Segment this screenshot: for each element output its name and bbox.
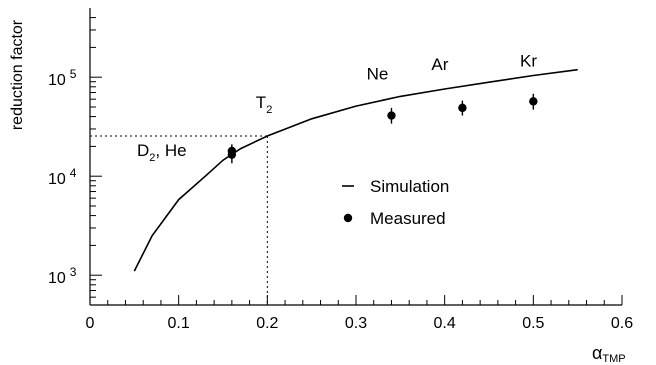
x-axis-title-main: α	[592, 343, 602, 363]
y-tick-base: 10	[48, 72, 66, 89]
x-axis-title: αTMP	[592, 343, 626, 365]
y-tick-base: 10	[48, 171, 66, 188]
gas-label-main: D	[137, 141, 149, 160]
x-tick-label: 0.2	[256, 315, 278, 332]
measured-point	[387, 107, 396, 124]
plot-area: 0 0.1 0.2 0.3 0.4 0.5 0.6 10 3 10 4 10 5	[48, 8, 633, 332]
y-tick-label: 10 3	[48, 265, 77, 287]
y-tick-base: 10	[48, 270, 66, 287]
x-tick-label: 0.1	[168, 315, 190, 332]
x-tick-label: 0.4	[434, 315, 456, 332]
gas-label: T2	[256, 93, 273, 116]
measured-point	[227, 144, 237, 158]
gas-label: Ar	[431, 55, 448, 74]
x-tick-label: 0.6	[611, 315, 633, 332]
legend-entry: Simulation	[342, 177, 449, 196]
y-axis-label: reduction factor	[9, 19, 26, 130]
x-axis-label: αTMP	[592, 343, 626, 365]
legend-label: Measured	[370, 209, 446, 228]
measured-marker	[529, 97, 538, 106]
y-tick-exponent: 4	[70, 166, 77, 180]
legend-entry: Measured	[343, 209, 446, 228]
gas-label: Kr	[520, 52, 537, 71]
measured-marker	[227, 146, 237, 156]
x-tick-label: 0	[86, 315, 95, 332]
y-tick-label: 10 5	[48, 67, 77, 89]
gas-label: D2, He	[137, 141, 187, 164]
legend-dot-swatch	[343, 213, 353, 223]
y-tick-exponent: 5	[70, 67, 77, 81]
y-axis-title: reduction factor	[9, 19, 26, 130]
gas-label-main: Kr	[520, 52, 537, 71]
x-axis-title-sub: TMP	[602, 353, 625, 365]
x-tick-label: 0.5	[522, 315, 544, 332]
gas-label-subscript: 2	[149, 152, 155, 164]
measured-point	[458, 100, 467, 116]
gas-label-tail: , He	[155, 141, 186, 160]
measured-marker	[458, 103, 467, 113]
gas-label-main: T	[256, 93, 266, 112]
x-tick-label: 0.3	[345, 315, 367, 332]
gas-label-main: Ar	[431, 55, 448, 74]
gas-label-main: Ne	[367, 64, 389, 83]
measured-marker	[387, 111, 396, 120]
gas-label-subscript: 2	[266, 104, 272, 116]
gas-label: Ne	[367, 64, 389, 83]
measured-point	[529, 93, 538, 110]
y-tick-label: 10 4	[48, 166, 77, 188]
y-tick-exponent: 3	[70, 265, 77, 279]
simulation-line	[133, 68, 578, 272]
legend: Simulation Measured	[342, 177, 449, 228]
legend-label: Simulation	[370, 177, 449, 196]
